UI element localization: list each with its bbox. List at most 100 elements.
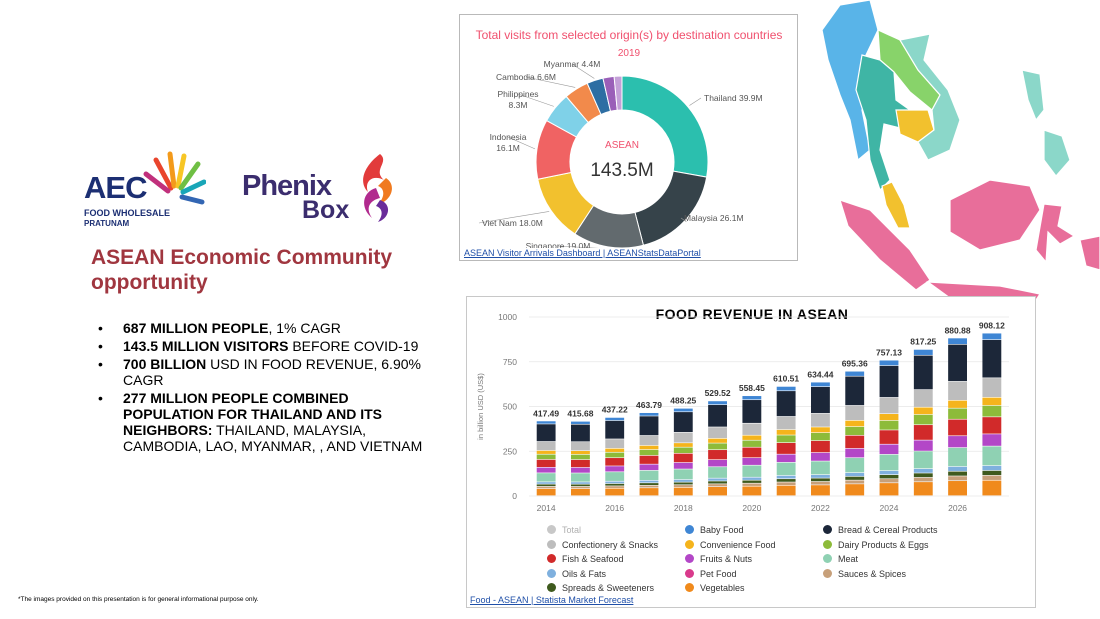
bar-segment	[742, 435, 762, 440]
legend-item[interactable]: Fish & Seafood	[547, 554, 624, 564]
bar-segment	[571, 467, 590, 473]
legend-item[interactable]: Oils & Fats	[547, 568, 606, 579]
bar-segment	[742, 423, 762, 435]
bar-segment	[811, 485, 830, 496]
bar-segment	[948, 344, 967, 382]
legend-swatch	[547, 583, 556, 592]
bar-segment	[776, 479, 796, 482]
x-tick-label: 2022	[811, 503, 830, 513]
map-borneo	[949, 179, 1041, 251]
bar-segment	[913, 425, 933, 440]
legend-swatch	[685, 554, 694, 563]
bar-segment	[536, 421, 556, 424]
bar-segment	[605, 417, 625, 421]
fact-bold: 700 BILLION	[123, 356, 207, 372]
bar-segment	[536, 482, 556, 484]
legend-label: Meat	[838, 554, 859, 564]
legend-item[interactable]: Total	[547, 525, 581, 535]
map-vietnam	[899, 33, 961, 161]
legend-item[interactable]: Vegetables	[685, 583, 745, 593]
bar-segment	[811, 461, 830, 475]
legend-item[interactable]: Confectionery & Snacks	[547, 539, 659, 550]
bar-segment	[605, 466, 625, 472]
donut-center-value: 143.5M	[590, 160, 653, 181]
legend-label: Pet Food	[700, 568, 737, 579]
bar-segment	[811, 413, 830, 427]
bar-total-label: 488.25	[670, 396, 696, 406]
legend-item[interactable]: Pet Food	[685, 568, 737, 579]
legend-item[interactable]: Bread & Cereal Products	[823, 525, 938, 535]
bar-segment	[845, 484, 865, 496]
legend-item[interactable]: Sauces & Spices	[823, 568, 906, 579]
bar-segment	[845, 420, 865, 427]
bar-segment	[776, 386, 796, 391]
bar-total-label: 415.68	[567, 409, 593, 419]
bar-segment	[776, 485, 796, 496]
map-sumatra	[839, 199, 931, 291]
bar-segment	[571, 450, 590, 455]
bar-segment	[639, 464, 659, 471]
bar-total-label: 558.45	[739, 383, 765, 393]
bar-segment	[811, 432, 830, 441]
bar-segment	[673, 432, 693, 443]
legend-item[interactable]: Spreads & Sweeteners	[547, 583, 654, 593]
bar-segment	[673, 482, 693, 485]
legend-item[interactable]: Fruits & Nuts	[685, 554, 752, 564]
y-axis-label: in billion USD (US$)	[476, 373, 485, 440]
legend-label: Total	[562, 525, 582, 535]
bar-total-label: 417.49	[533, 408, 559, 418]
donut-slice-label: Viet Nam 18.0M	[482, 218, 543, 228]
donut-slice-label: Cambodia 6.6M	[496, 72, 556, 82]
phenix-box-logo: Phenix Box	[240, 152, 400, 227]
map-sulawesi	[1035, 203, 1076, 264]
bar-segment	[879, 360, 899, 366]
bar-segment	[673, 443, 693, 447]
donut-slice-label: Philippines	[497, 89, 538, 99]
donut-slice-label: 8.3M	[509, 100, 528, 110]
bar-segment	[811, 386, 830, 414]
bar-segment	[639, 480, 659, 483]
bar-segment	[811, 474, 830, 478]
bar-segment	[571, 454, 590, 460]
bar-segment	[571, 473, 590, 482]
bar-segment	[639, 488, 659, 496]
bar-segment	[845, 480, 865, 484]
bar-segment	[673, 408, 693, 412]
bar-segment	[742, 486, 762, 496]
bar-segment	[708, 481, 727, 484]
legend-item[interactable]: Baby Food	[685, 525, 744, 535]
legend-label: Fish & Seafood	[562, 554, 624, 564]
donut-leader-line	[507, 136, 536, 150]
y-tick-label: 500	[503, 402, 517, 412]
map-java	[926, 281, 1041, 300]
legend-swatch	[823, 525, 832, 534]
bar-segment	[776, 391, 796, 417]
legend-swatch	[685, 583, 694, 592]
bar-segment	[776, 462, 796, 476]
bar-segment	[913, 407, 933, 415]
legend-item[interactable]: Meat	[823, 554, 858, 564]
bar-segment	[673, 412, 693, 433]
bar-segment	[536, 424, 556, 442]
bar-segment	[536, 450, 556, 454]
x-tick-label: 2020	[742, 503, 761, 513]
donut-slice-brunei	[613, 75, 623, 111]
donut-source-link[interactable]: ASEAN Visitor Arrivals Dashboard | ASEAN…	[464, 248, 701, 258]
legend-item[interactable]: Dairy Products & Eggs	[823, 539, 929, 550]
food-revenue-legend: Total Baby Food Bread & Cereal Products Con…	[547, 525, 967, 597]
bar-segment	[536, 488, 556, 496]
donut-slice-label: Singapore 19.0M	[526, 241, 591, 251]
key-facts-list: • 687 MILLION PEOPLE, 1% CAGR • 143.5 MILL…	[98, 320, 428, 456]
fact-rest: USD IN FOOD REVENUE, 6.90% CAGR	[123, 356, 421, 388]
bar-segment	[708, 478, 727, 481]
bar-segment	[845, 376, 865, 406]
food-revenue-bar-chart: FOOD REVENUE IN ASEAN 0 250 500 750 1000 in bi…	[476, 306, 1009, 513]
aec-logo-subtitle: FOOD WHOLESALE	[84, 208, 170, 218]
legend-item[interactable]: Convenience Food	[685, 539, 776, 550]
bar-source-link[interactable]: Food - ASEAN | Statista Market Forecast	[470, 595, 634, 605]
legend-label: Confectionery & Snacks	[562, 539, 659, 550]
bar-segment	[811, 382, 830, 387]
page-headline: ASEAN Economic Community opportunity	[91, 246, 393, 294]
bar-segment	[673, 462, 693, 469]
donut-slice-label: Malaysia 26.1M	[684, 213, 744, 223]
